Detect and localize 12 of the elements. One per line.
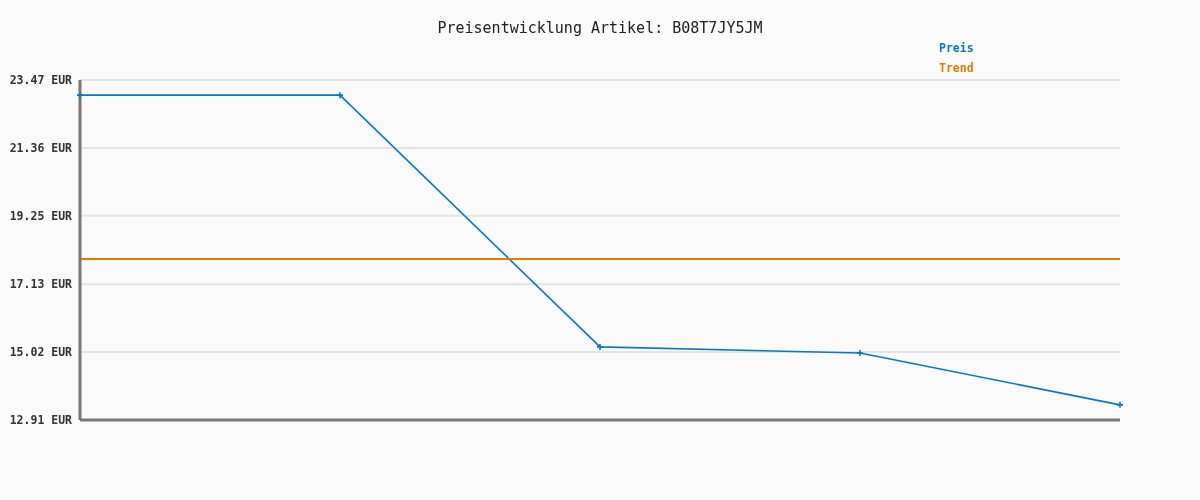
- text: Trend: [939, 60, 974, 77]
- point: [596, 343, 604, 351]
- y-tick-label: 12.91 EUR: [9, 413, 73, 428]
- y-tick-label: 15.02 EUR: [9, 345, 73, 360]
- y-tick-label: 19.25 EUR: [9, 208, 73, 223]
- point: [856, 349, 864, 357]
- y-tick-label: 23.47 EUR: [9, 73, 73, 88]
- point: [336, 91, 344, 99]
- chart-title: Preisentwicklung Artikel: B08T7JY5JM: [436, 19, 764, 37]
- y-tick-label: 17.13 EUR: [9, 277, 73, 292]
- text: Preis: [939, 40, 974, 57]
- y-tick-label: 21.36 EUR: [9, 141, 73, 156]
